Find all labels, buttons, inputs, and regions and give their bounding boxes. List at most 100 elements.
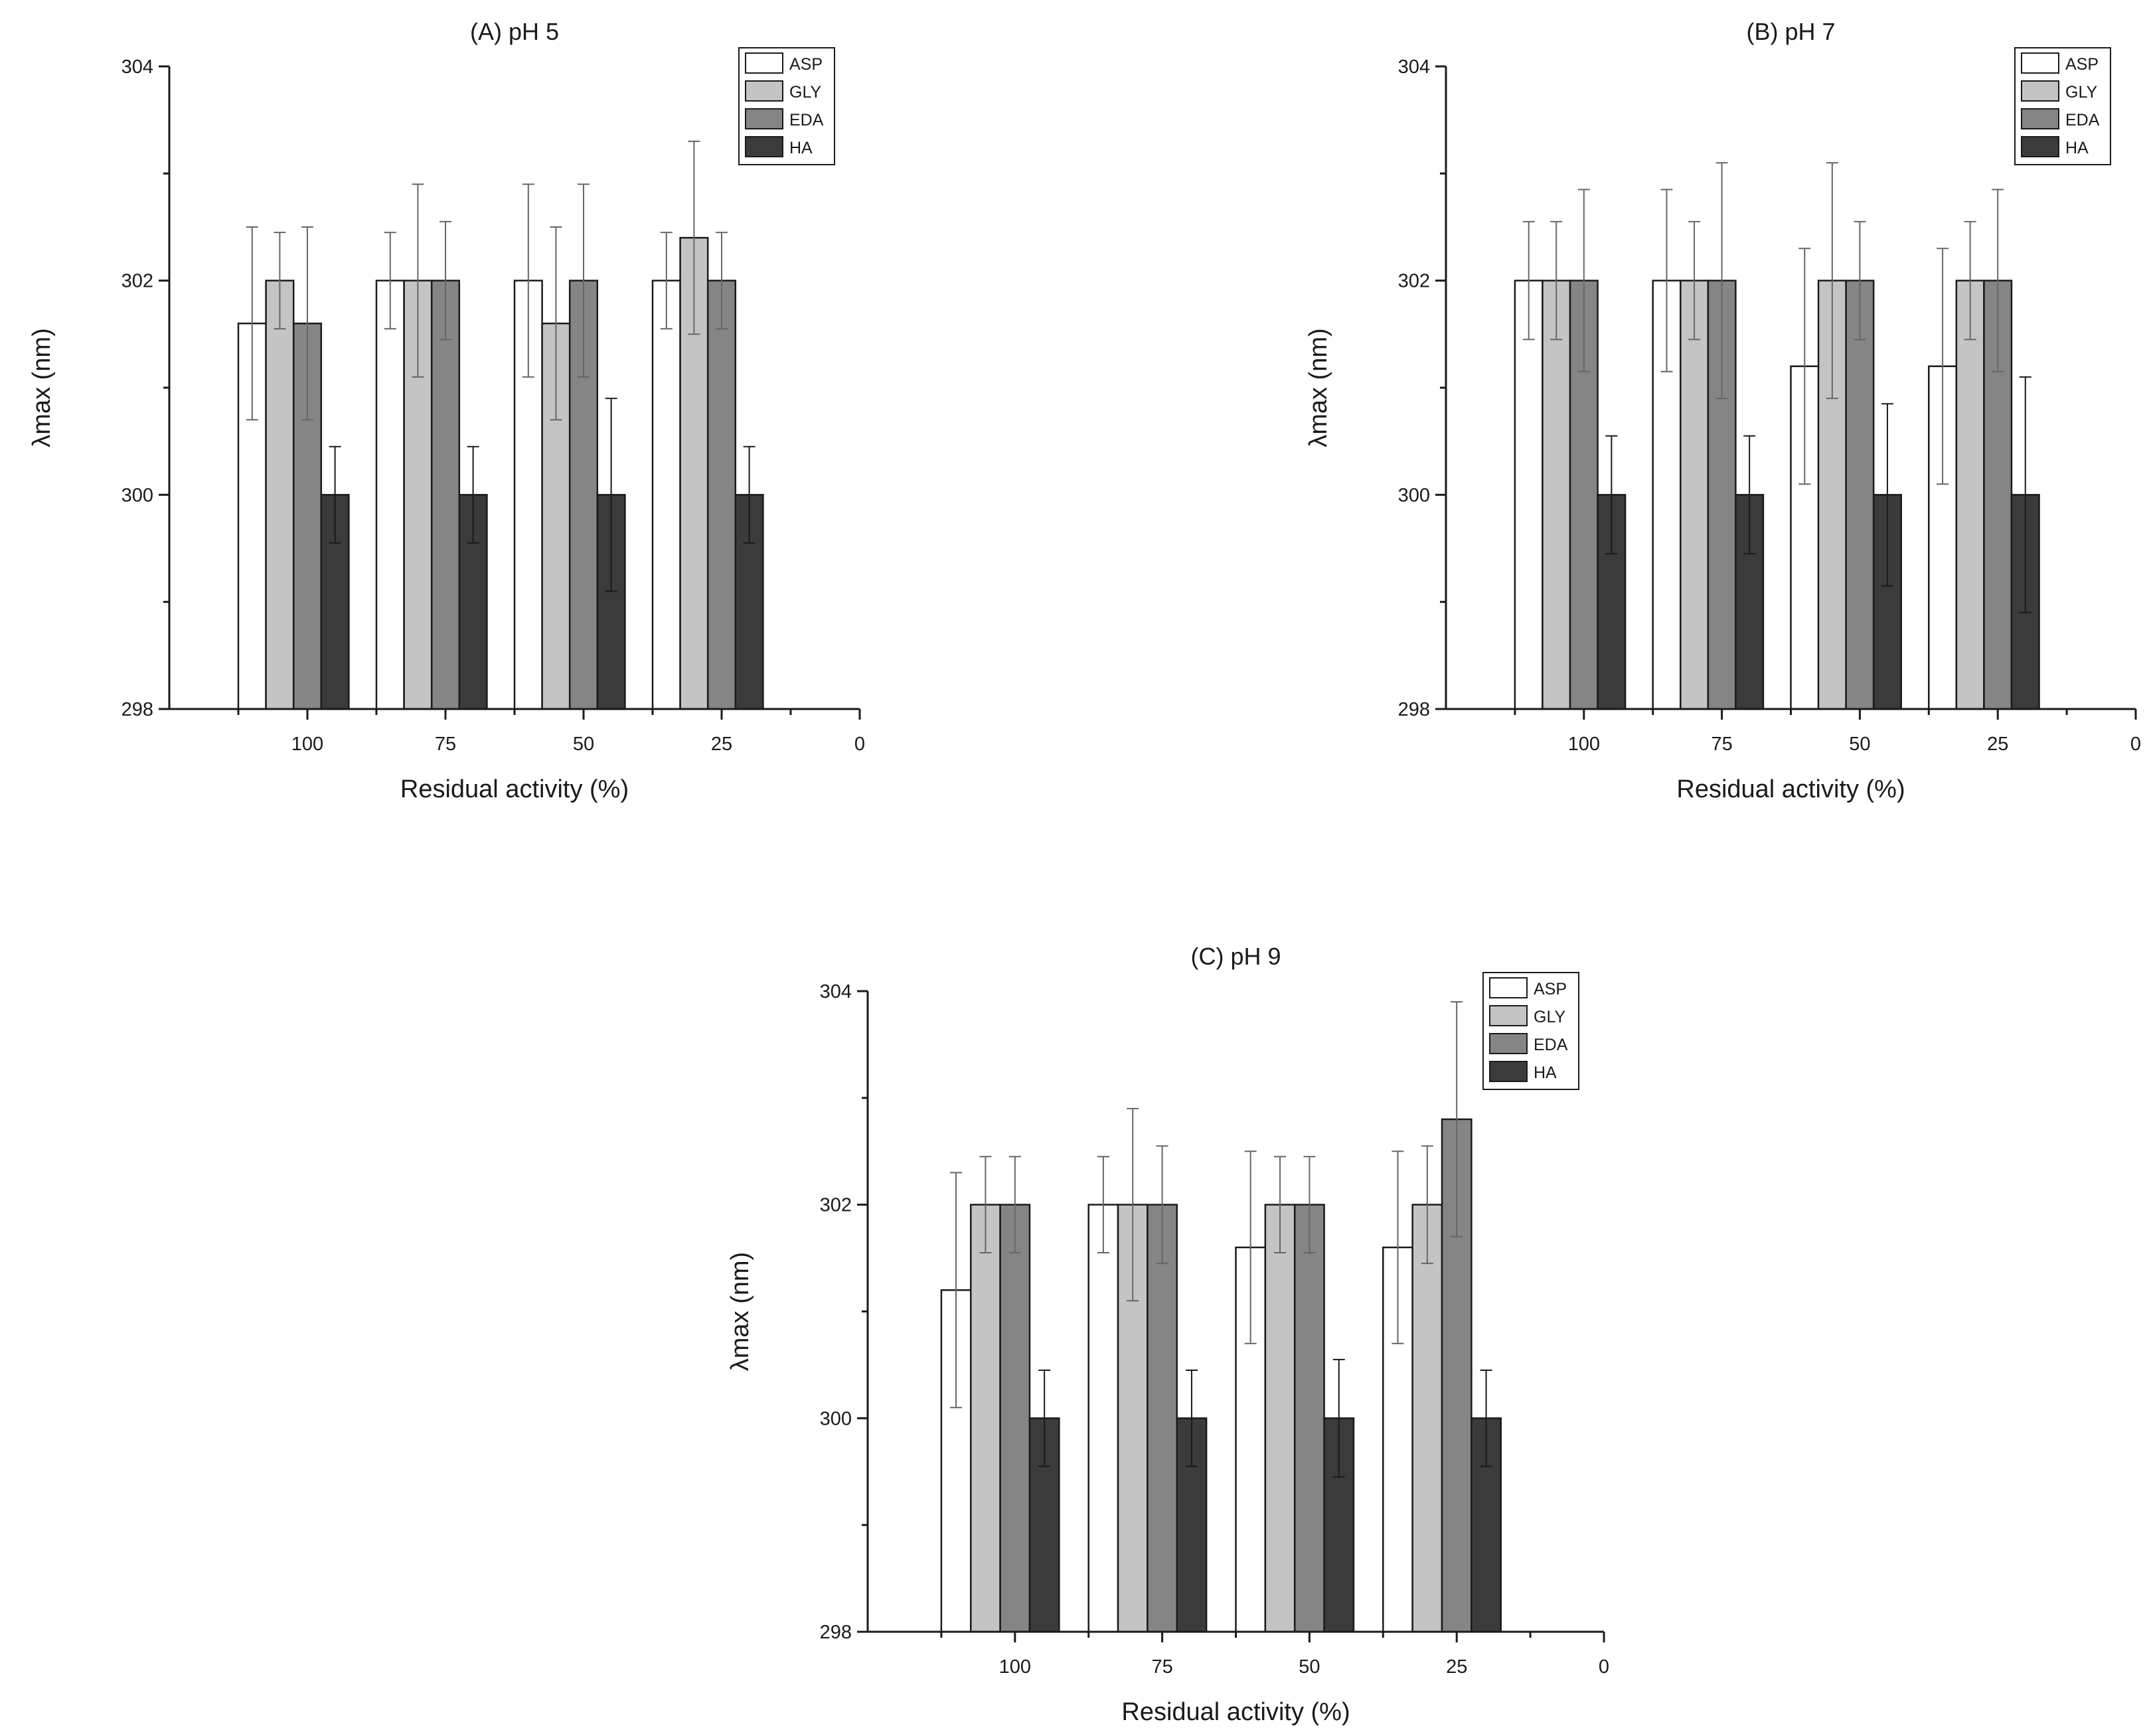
legend-swatch-ha	[1489, 1061, 1528, 1082]
x-tick-label: 100	[999, 1656, 1031, 1678]
x-axis-label: Residual activity (%)	[1121, 1698, 1350, 1726]
error-bar-eda-25	[1451, 1001, 1463, 1237]
error-bar-eda-50	[1854, 220, 1866, 341]
x-tick-label: 0	[854, 734, 865, 755]
legend-swatch-asp	[745, 52, 783, 74]
y-tick-label: 302	[820, 1195, 852, 1216]
x-tick-label: 100	[291, 734, 323, 755]
bar-gly-100	[1542, 279, 1571, 710]
error-bar-ha-25	[2019, 376, 2031, 613]
legend-label-ha: HA	[1534, 1064, 1557, 1082]
error-bar-gly-25	[1964, 220, 1976, 341]
legend-swatch-eda	[1489, 1033, 1528, 1054]
error-bar-ha-25	[1480, 1369, 1492, 1467]
legend: ASP GLY EDA HA	[1482, 972, 1579, 1090]
error-bar-eda-25	[1992, 189, 2004, 372]
legend-swatch-ha	[2021, 136, 2059, 157]
bar-eda-50	[1293, 1204, 1325, 1633]
error-bar-asp-100	[246, 226, 258, 421]
error-bar-gly-50	[550, 226, 562, 421]
chart-panel-b: (B) pH 7 298 300 302 304 100 75 50 25 0 Residual a…	[1305, 18, 2141, 803]
x-tick-label: 0	[1599, 1656, 1609, 1678]
y-tick-label: 300	[1398, 485, 1430, 506]
bar-eda-100	[999, 1204, 1031, 1633]
y-tick-label: 298	[1398, 699, 1430, 720]
error-bar-ha-50	[1881, 403, 1893, 587]
x-axis-label: Residual activity (%)	[1676, 775, 1905, 803]
error-bar-eda-75	[1156, 1145, 1168, 1265]
error-bar-gly-100	[274, 232, 286, 330]
bar-gly-100	[265, 279, 295, 710]
x-tick-label: 25	[1446, 1656, 1467, 1678]
legend-label-ha: HA	[789, 139, 813, 157]
error-bar-eda-50	[1303, 1156, 1316, 1254]
bar-gly-50	[1264, 1204, 1296, 1633]
legend-label-gly: GLY	[2065, 83, 2097, 102]
error-bar-ha-50	[605, 398, 617, 592]
error-bar-asp-50	[1244, 1150, 1257, 1344]
x-axis-label: Residual activity (%)	[400, 775, 629, 803]
error-bar-gly-25	[1421, 1145, 1433, 1265]
y-tick-label: 302	[1398, 271, 1430, 292]
legend-swatch-gly	[1489, 1005, 1528, 1026]
error-bar-ha-50	[1332, 1358, 1345, 1478]
error-bar-asp-100	[1522, 220, 1535, 341]
error-bar-eda-75	[1715, 162, 1728, 400]
bar-eda-75	[1147, 1204, 1178, 1633]
legend-swatch-eda	[745, 108, 783, 129]
x-tick-label: 50	[1849, 734, 1870, 755]
legend-label-eda: EDA	[789, 111, 824, 129]
bar-asp-75	[1087, 1204, 1119, 1633]
x-tick-label: 50	[1299, 1656, 1320, 1678]
x-tick-label: 100	[1568, 734, 1600, 755]
y-axis-label: λmax (nm)	[726, 1252, 754, 1371]
y-tick-label: 304	[1398, 56, 1430, 78]
bar-eda-50	[1845, 279, 1875, 710]
error-bar-asp-50	[1798, 248, 1811, 485]
error-bar-ha-75	[467, 445, 479, 544]
error-bar-asp-75	[1097, 1156, 1109, 1254]
error-bar-gly-75	[412, 183, 424, 378]
legend-swatch-gly	[745, 80, 783, 102]
error-bar-gly-50	[1274, 1156, 1287, 1254]
error-bar-asp-25	[1937, 248, 1949, 485]
y-tick-label: 304	[121, 56, 153, 78]
error-bar-gly-75	[1688, 220, 1701, 341]
error-bar-eda-75	[439, 220, 451, 341]
legend: ASP GLY EDA HA	[2014, 47, 2111, 165]
x-tick-label: 25	[1987, 734, 2008, 755]
bar-gly-25	[1955, 279, 1985, 710]
error-bar-gly-50	[1826, 162, 1838, 400]
bar-gly-75	[1680, 279, 1710, 710]
legend-label-asp: ASP	[789, 55, 823, 74]
error-bar-asp-100	[950, 1172, 963, 1409]
legend-label-gly: GLY	[789, 83, 821, 102]
error-bar-eda-50	[578, 183, 590, 378]
legend: ASP GLY EDA HA	[738, 47, 835, 165]
legend-label-eda: EDA	[1534, 1036, 1568, 1054]
legend-label-eda: EDA	[2065, 111, 2100, 129]
error-bar-gly-25	[688, 140, 700, 335]
y-axis-label: λmax (nm)	[28, 328, 56, 447]
legend-swatch-eda	[2021, 108, 2059, 129]
error-bar-ha-100	[1038, 1369, 1051, 1467]
y-tick-label: 298	[820, 1622, 852, 1643]
error-bar-asp-50	[522, 183, 534, 378]
y-tick-label: 304	[820, 981, 852, 1002]
x-tick-label: 50	[573, 734, 594, 755]
legend-label-gly: GLY	[1534, 1008, 1565, 1026]
y-tick-label: 298	[121, 699, 153, 720]
x-tick-label: 75	[1711, 734, 1732, 755]
error-bar-ha-75	[1185, 1369, 1198, 1467]
legend-swatch-asp	[1489, 977, 1528, 998]
error-bar-ha-25	[743, 445, 756, 544]
bar-asp-100	[1514, 279, 1544, 710]
legend-label-asp: ASP	[1534, 980, 1567, 998]
y-axis-label: λmax (nm)	[1305, 328, 1332, 447]
y-tick-label: 300	[820, 1408, 852, 1429]
y-tick-label: 302	[121, 271, 153, 292]
error-bar-ha-100	[329, 445, 341, 544]
error-bar-gly-100	[979, 1156, 992, 1254]
bar-asp-25	[651, 279, 681, 710]
x-tick-label: 0	[2130, 734, 2141, 755]
